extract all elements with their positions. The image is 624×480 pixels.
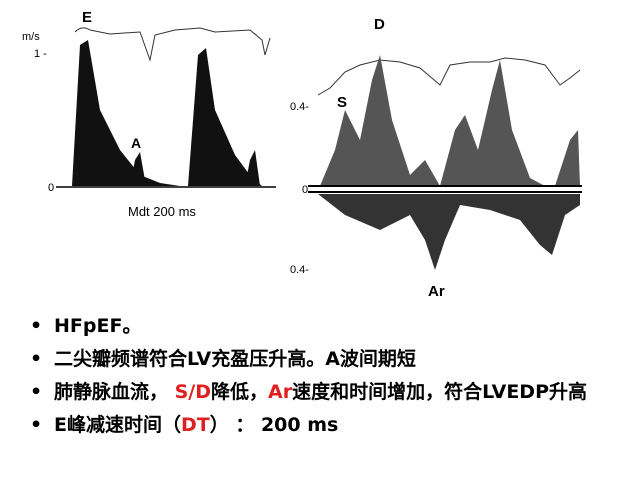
wave-label: Ar [428, 283, 445, 300]
caption: Mdt 200 ms [128, 204, 196, 219]
ecg-trace [74, 27, 271, 62]
spectrum [188, 48, 262, 186]
spectrum [440, 60, 545, 186]
wave-label: A [131, 135, 141, 151]
bullet-text: 降低， [211, 381, 269, 403]
bullet-text: 肺静脉血流， [54, 381, 175, 403]
wave-label: E [82, 9, 92, 26]
tick-label: 0 [302, 184, 308, 196]
tick-label: 0 [48, 182, 54, 194]
wave-label: S [337, 94, 347, 111]
bullet: 肺静脉血流， S/D降低，Ar速度和时间增加，符合LVEDP升高 [30, 379, 610, 405]
tick-label: 0.4- [290, 264, 309, 276]
spectrum [245, 150, 260, 186]
wave-label: D [374, 16, 385, 33]
bullet-list: HFpEF。二尖瓣频谱符合LV充盈压升高。A波间期短肺静脉血流， S/D降低，A… [30, 313, 610, 445]
bullet-text: S/D [174, 381, 212, 403]
bullet-text: 二尖瓣频谱符合LV充盈压升高。A波间期短 [54, 348, 416, 370]
spectrum [318, 194, 580, 270]
bullet-text: E峰减速时间（ [54, 414, 181, 436]
spectrum [555, 130, 580, 186]
baseline [308, 191, 582, 193]
spectrum [130, 152, 146, 186]
bullet: E峰减速时间（DT） ： 200 ms [30, 412, 610, 438]
spectrum [72, 40, 180, 186]
baseline [308, 185, 582, 187]
bullet-text: 速度和时间增加，符合LVEDP升高 [292, 381, 587, 403]
tick-label: 0.4- [290, 101, 309, 113]
ecg-trace [317, 57, 581, 96]
doppler-figure: m/s 1 - 0 E A Mdt 200 ms D S 0.4- 0 0.4-… [22, 9, 582, 300]
bullet: HFpEF。 [30, 313, 610, 339]
bullet-text: Ar [268, 381, 293, 403]
tick-label: 1 - [34, 48, 47, 60]
bullet: 二尖瓣频谱符合LV充盈压升高。A波间期短 [30, 346, 610, 372]
bullet-text: DT [180, 414, 210, 436]
bullet-text: ） ： 200 ms [209, 414, 339, 436]
bullet-text: HFpEF。 [54, 315, 142, 337]
unit-label: m/s [22, 31, 40, 43]
spectrum [320, 55, 440, 186]
